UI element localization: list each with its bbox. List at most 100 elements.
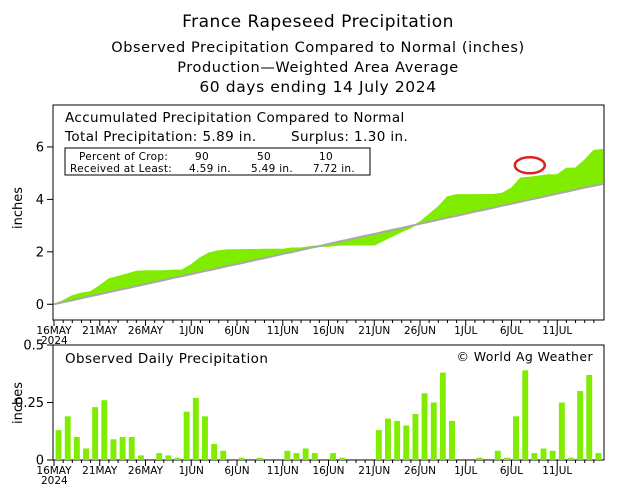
top-x-tick-label: 11JUL <box>542 325 572 337</box>
percent-50: 50 <box>257 151 271 163</box>
top-x-tick-label: 21JUN <box>358 325 390 337</box>
top-y-tick-label: 0 <box>36 298 44 313</box>
bottom-x-tick-label: 21JUN <box>358 465 390 477</box>
bottom-plot-frame <box>52 344 605 461</box>
daily-bar <box>156 453 163 460</box>
chart-subtitle-3: 60 days ending 14 July 2024 <box>199 78 436 96</box>
top-x-ticks: 16MAY 21MAY 26MAY 1JUN 6JUN 11JUN 16JUN 21JUN 26… <box>36 320 595 337</box>
daily-bar <box>174 457 181 460</box>
total-precip-label: Total Precipitation: 5.89 in. <box>64 129 257 145</box>
top-y-tick-label: 4 <box>36 193 44 208</box>
bottom-x-year: 2024 <box>41 475 68 487</box>
daily-bar <box>138 455 144 460</box>
daily-bar <box>577 391 584 460</box>
daily-bar <box>92 407 99 460</box>
daily-bar <box>284 450 291 460</box>
daily-title: Observed Daily Precipitation <box>65 351 268 367</box>
daily-bar <box>549 450 556 460</box>
percent-table-box <box>64 147 371 176</box>
daily-bar <box>330 453 336 460</box>
bottom-x-ticks: 16MAY 21MAY 26MAY 1JUN 6JUN 11JUN 16JUN 21JUN 26… <box>36 460 595 477</box>
top-x-tick-label: 11JUN <box>267 325 299 337</box>
received-row-label: Received at Least: <box>70 163 172 175</box>
top-x-year: 2024 <box>41 335 68 347</box>
daily-bar <box>586 374 593 460</box>
top-x-tick-label: 21MAY <box>82 325 118 337</box>
accumulated-precip-panel: Accumulated Precipitation Compared to No… <box>11 104 605 347</box>
daily-bar <box>504 457 510 460</box>
daily-bar <box>375 430 382 460</box>
daily-bar <box>293 453 300 460</box>
daily-bar <box>302 448 309 460</box>
bottom-x-tick-label: 16MAY <box>36 465 72 477</box>
top-y-tick-label: 2 <box>36 245 44 260</box>
daily-bar <box>183 411 190 460</box>
accumulated-title: Accumulated Precipitation Compared to No… <box>65 110 405 126</box>
top-x-tick-label: 26MAY <box>128 325 164 337</box>
bottom-x-tick-label: 11JUL <box>542 465 572 477</box>
daily-bar <box>385 418 391 460</box>
daily-bar <box>531 453 538 460</box>
daily-bar <box>494 450 501 460</box>
observed-line <box>53 149 604 306</box>
daily-bar <box>540 448 547 460</box>
daily-bar <box>311 453 318 460</box>
daily-bar <box>403 425 410 460</box>
top-x-tick-label: 1JUN <box>179 325 204 337</box>
top-x-tick-label: 6JUN <box>224 325 249 337</box>
daily-bar <box>238 457 245 460</box>
highlight-circle <box>513 156 547 175</box>
daily-bar <box>220 450 227 460</box>
daily-bar <box>522 370 529 460</box>
top-y-tick-label: 6 <box>36 140 44 155</box>
bottom-y-tick-label: 0.5 <box>23 339 44 354</box>
daily-bar <box>83 448 89 460</box>
percent-10: 10 <box>319 151 333 163</box>
daily-bar <box>64 416 71 460</box>
bottom-x-tick-label: 26MAY <box>128 465 164 477</box>
daily-bar <box>101 400 108 460</box>
daily-bar <box>110 439 117 460</box>
daily-plot-area <box>55 370 602 460</box>
daily-bar <box>449 420 455 460</box>
daily-bar <box>568 457 574 460</box>
daily-precip-panel: Observed Daily Precipitation © World Ag … <box>11 339 605 487</box>
bottom-x-tick-label: 26JUN <box>404 465 436 477</box>
top-y-ticks: 0 2 4 6 <box>36 140 53 313</box>
top-x-tick-label: 1JUL <box>454 325 477 337</box>
copyright-label: © World Ag Weather <box>456 349 593 364</box>
bottom-x-tick-label: 16JUN <box>313 465 345 477</box>
daily-bar <box>55 430 62 460</box>
top-y-axis-label: inches <box>11 187 26 229</box>
daily-bar <box>339 457 346 460</box>
daily-bar <box>192 397 199 460</box>
surplus-label: Surplus: 1.30 in. <box>291 129 408 145</box>
bottom-y-tick-label: 0 <box>36 454 44 469</box>
daily-bar <box>128 437 135 460</box>
bottom-y-tick-label: 0.25 <box>15 396 44 411</box>
chart-subtitle-2: Production—Weighted Area Average <box>177 60 459 76</box>
top-x-tick-label: 26JUN <box>404 325 436 337</box>
bottom-x-tick-label: 6JUL <box>500 465 523 477</box>
bottom-x-tick-label: 21MAY <box>82 465 118 477</box>
daily-bar <box>439 372 446 460</box>
chart-subtitle-1: Observed Precipitation Compared to Norma… <box>111 40 525 56</box>
bottom-x-tick-label: 1JUN <box>179 465 204 477</box>
daily-bar <box>256 457 263 460</box>
daily-bar <box>558 402 565 460</box>
bottom-x-tick-label: 11JUN <box>267 465 299 477</box>
daily-bar <box>595 453 602 460</box>
daily-bar <box>412 414 419 460</box>
accumulated-plot-area <box>53 149 604 306</box>
bottom-x-tick-label: 1JUL <box>454 465 477 477</box>
top-x-tick-label: 16MAY <box>36 325 72 337</box>
top-x-tick-label: 16JUN <box>313 325 345 337</box>
daily-bar <box>202 416 208 460</box>
bottom-y-ticks: 0 0.25 0.5 <box>15 339 53 469</box>
daily-bar <box>119 437 126 460</box>
amount-90: 4.59 in. <box>189 163 231 175</box>
daily-bar <box>430 402 437 460</box>
top-x-tick-label: 6JUL <box>500 325 523 337</box>
daily-bar <box>165 455 172 460</box>
